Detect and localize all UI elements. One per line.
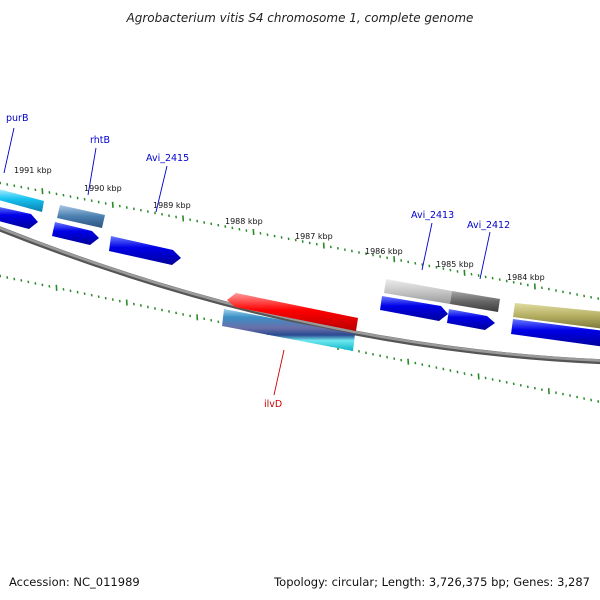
reverse-features bbox=[222, 293, 358, 351]
kbp-label-1991: 1991 kbp bbox=[14, 166, 52, 175]
map-title: Agrobacterium vitis S4 chromosome 1, com… bbox=[126, 11, 474, 25]
feature-rhtB[interactable] bbox=[57, 205, 105, 228]
feature-Avi-2412[interactable] bbox=[450, 291, 500, 312]
kbp-label-1988: 1988 kbp bbox=[225, 217, 263, 226]
outer-features bbox=[0, 188, 600, 329]
feature-Avi-2413[interactable] bbox=[384, 279, 452, 304]
ruler-ticks-upper bbox=[0, 181, 600, 300]
kbp-label-1984: 1984 kbp bbox=[507, 273, 545, 282]
gene-label-rhtB[interactable]: rhtB bbox=[90, 135, 110, 146]
leader-Avi-2415 bbox=[155, 165, 168, 213]
feature-olive[interactable] bbox=[513, 303, 600, 329]
kbp-labels: 1991 kbp 1990 kbp 1989 kbp 1988 kbp 1987… bbox=[14, 166, 545, 282]
cds-arrow-Avi-2415[interactable] bbox=[109, 236, 181, 265]
leader-Avi-2412 bbox=[479, 231, 491, 280]
cds-arrow-ilvD[interactable] bbox=[227, 293, 358, 331]
feature-purB[interactable] bbox=[0, 188, 44, 212]
feature-ilvD[interactable] bbox=[222, 309, 355, 351]
cds-arrow-Avi-2413[interactable] bbox=[380, 296, 448, 321]
gene-label-purB[interactable]: purB bbox=[6, 113, 28, 124]
leader-Avi-2413 bbox=[421, 222, 433, 271]
gene-labels: purB rhtB Avi_2415 Avi_2413 Avi_2412 ilv… bbox=[6, 113, 510, 410]
leader-ilvD bbox=[273, 349, 285, 396]
leader-purB bbox=[3, 127, 15, 174]
cds-forward-features bbox=[0, 206, 600, 347]
leader-rhtB bbox=[87, 147, 97, 196]
genome-summary-text: Topology: circular; Length: 3,726,375 bp… bbox=[273, 575, 590, 589]
gene-label-Avi-2412[interactable]: Avi_2412 bbox=[467, 220, 510, 231]
kbp-label-1987: 1987 kbp bbox=[295, 232, 333, 241]
label-leaders bbox=[3, 127, 491, 396]
gene-label-ilvD[interactable]: ilvD bbox=[264, 399, 282, 410]
gene-label-Avi-2413[interactable]: Avi_2413 bbox=[411, 210, 454, 221]
kbp-label-1989: 1989 kbp bbox=[153, 201, 191, 210]
gene-label-Avi-2415[interactable]: Avi_2415 bbox=[146, 153, 189, 164]
cds-arrow-rhtB[interactable] bbox=[52, 222, 99, 245]
cds-arrow-right[interactable] bbox=[511, 319, 600, 347]
genome-backbone bbox=[0, 226, 600, 365]
kbp-label-1985: 1985 kbp bbox=[436, 260, 474, 269]
kbp-label-1986: 1986 kbp bbox=[365, 247, 403, 256]
accession-text: Accession: NC_011989 bbox=[9, 575, 140, 589]
cds-arrow-purB[interactable] bbox=[0, 206, 38, 229]
cds-arrow-Avi-2412[interactable] bbox=[447, 309, 495, 330]
kbp-label-1990: 1990 kbp bbox=[84, 184, 122, 193]
